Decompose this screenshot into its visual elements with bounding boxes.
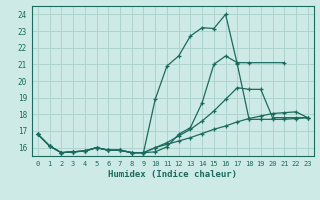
X-axis label: Humidex (Indice chaleur): Humidex (Indice chaleur) bbox=[108, 170, 237, 179]
